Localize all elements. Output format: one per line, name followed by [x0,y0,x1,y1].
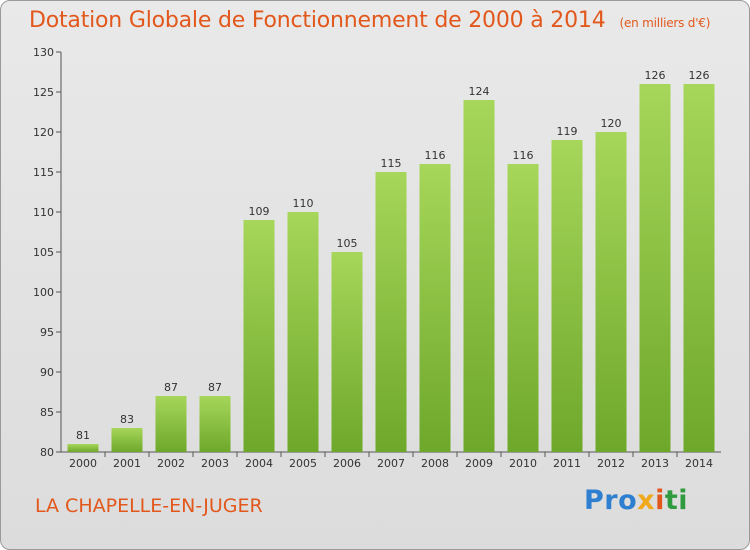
data-label: 87 [208,381,222,394]
y-tick-label: 80 [40,446,54,459]
logo-part-4: ti [664,485,689,516]
bar-2007 [375,172,407,452]
logo-part-2: x [637,485,656,516]
x-tick-label: 2001 [113,457,141,470]
data-label: 119 [557,125,578,138]
x-tick-label: 2005 [289,457,317,470]
chart-axes: 80 85 90 95 100 105 110 115 120 125 130 [33,46,721,459]
y-tick-label: 115 [33,166,54,179]
data-label: 126 [689,69,710,82]
x-tick-label: 2013 [641,457,669,470]
bar-2014 [683,84,715,452]
data-label: 115 [381,157,402,170]
x-tick-label: 2000 [69,457,97,470]
bar-2006 [331,252,363,452]
bar-2010 [507,164,539,452]
bar-2000 [67,444,99,452]
x-tick-label: 2009 [465,457,493,470]
x-tick-label: 2002 [157,457,185,470]
y-tick-label: 100 [33,286,54,299]
y-tick-label: 125 [33,86,54,99]
data-label: 116 [425,149,446,162]
chart-bars [67,84,715,452]
bar-2008 [419,164,451,452]
bar-2003 [199,396,231,452]
data-label: 110 [293,197,314,210]
y-tick-label: 95 [40,326,54,339]
bar-2004 [243,220,275,452]
chart-title: Dotation Globale de Fonctionnement de 20… [29,8,710,33]
data-label: 105 [337,237,358,250]
data-label: 116 [513,149,534,162]
y-tick-label: 90 [40,366,54,379]
logo-part-3: i [655,485,665,516]
data-label: 83 [120,413,134,426]
chart-labels: 2000 81 2001 83 2002 87 2003 87 2004 109 2005 110 20… [69,69,713,470]
bar-2012 [595,132,627,452]
data-label: 81 [76,429,90,442]
x-tick-label: 2010 [509,457,537,470]
data-label: 87 [164,381,178,394]
x-tick-label: 2007 [377,457,405,470]
x-tick-label: 2008 [421,457,449,470]
bar-2013 [639,84,671,452]
y-tick-label: 110 [33,206,54,219]
y-tick-label: 105 [33,246,54,259]
bar-2002 [155,396,187,452]
data-label: 109 [249,205,270,218]
chart-title-text: Dotation Globale de Fonctionnement de 20… [29,8,606,33]
x-tick-label: 2006 [333,457,361,470]
bar-2005 [287,212,319,452]
proxiti-logo: Proxiti [584,485,688,516]
x-tick-label: 2004 [245,457,273,470]
bar-chart: 80 85 90 95 100 105 110 115 120 125 130 2000 81 2001… [33,46,721,470]
data-label: 126 [645,69,666,82]
bar-2009 [463,100,495,452]
y-tick-label: 130 [33,46,54,59]
bar-2011 [551,140,583,452]
data-label: 120 [601,117,622,130]
y-tick-label: 85 [40,406,54,419]
commune-name: LA CHAPELLE-EN-JUGER [35,495,263,517]
data-label: 124 [469,85,490,98]
x-tick-label: 2014 [685,457,713,470]
bar-2001 [111,428,143,452]
x-tick-label: 2011 [553,457,581,470]
logo-part-1: Pro [584,485,638,516]
y-tick-label: 120 [33,126,54,139]
x-tick-label: 2012 [597,457,625,470]
x-tick-label: 2003 [201,457,229,470]
chart-subtitle: (en milliers d'€) [619,16,711,30]
